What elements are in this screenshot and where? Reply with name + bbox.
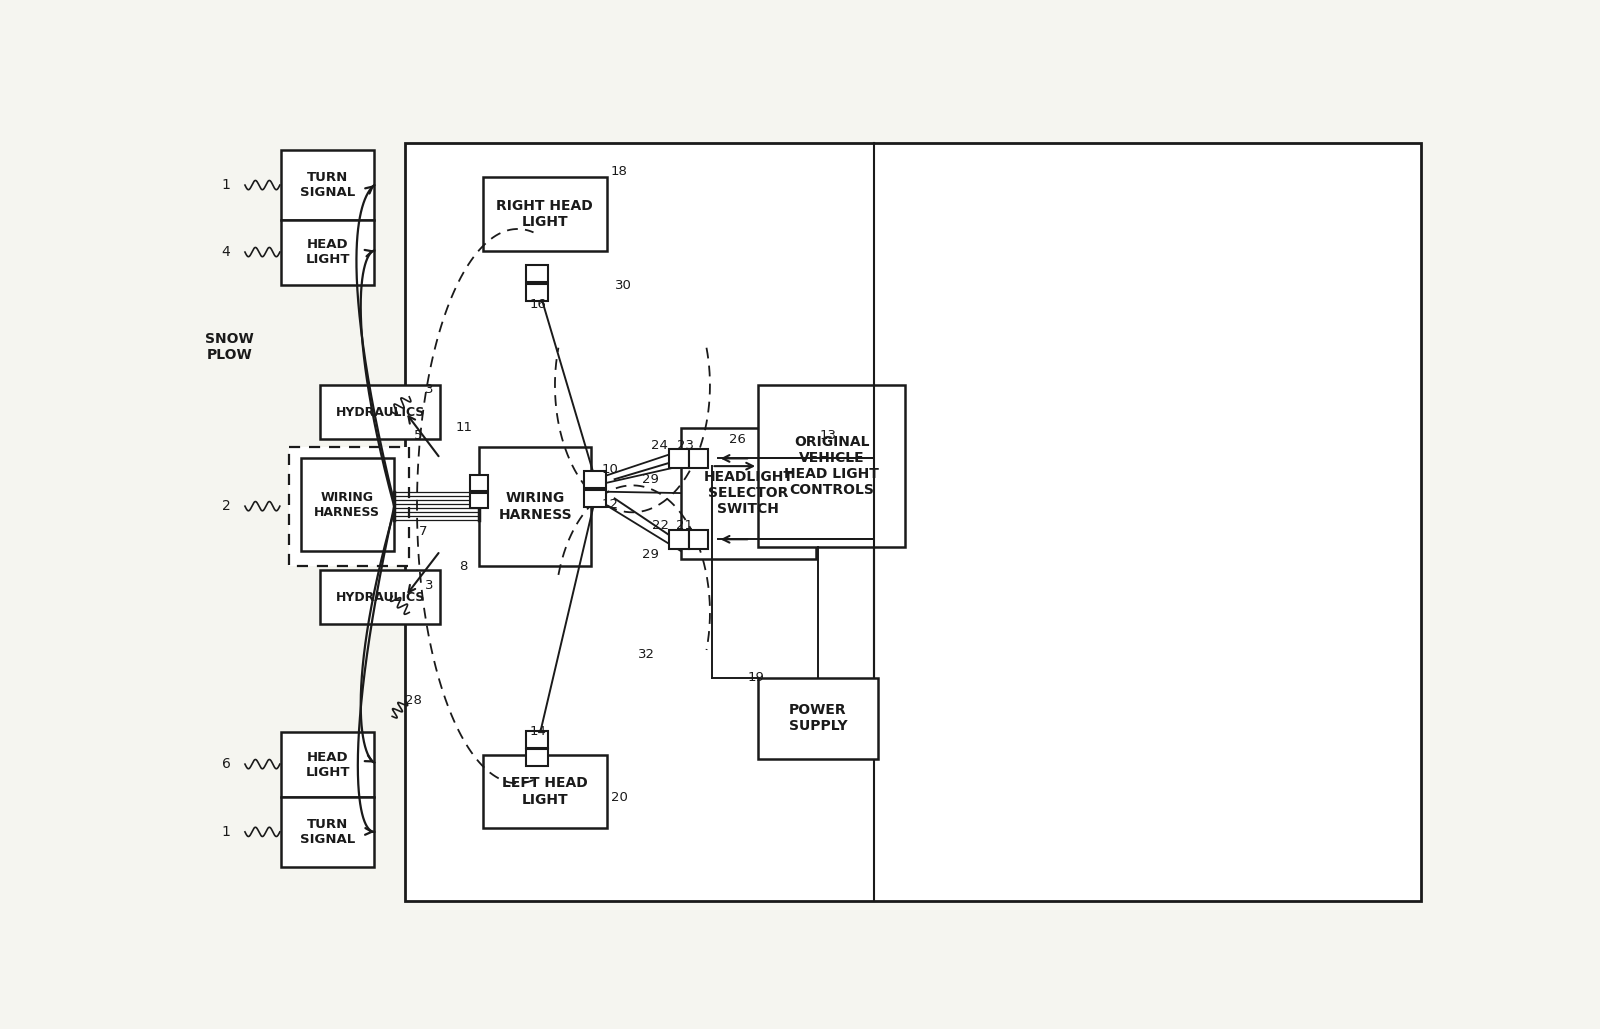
Bar (320, 385, 440, 439)
Bar (301, 459, 394, 551)
Text: 12: 12 (602, 498, 619, 511)
Text: 21: 21 (675, 519, 693, 532)
Text: 4: 4 (222, 245, 230, 259)
Bar (478, 447, 592, 566)
Text: 1: 1 (222, 825, 230, 839)
Text: ORIGINAL
VEHICLE
HEAD LIGHT
CONTROLS: ORIGINAL VEHICLE HEAD LIGHT CONTROLS (784, 435, 878, 497)
Text: 14: 14 (530, 725, 546, 738)
Text: 11: 11 (456, 421, 472, 434)
Bar (470, 493, 488, 508)
Bar (282, 732, 374, 797)
Text: WIRING
HARNESS: WIRING HARNESS (314, 491, 381, 519)
Text: LEFT HEAD
LIGHT: LEFT HEAD LIGHT (502, 776, 587, 807)
Bar (282, 150, 374, 220)
Bar (320, 570, 440, 624)
Bar (282, 797, 374, 866)
Bar (669, 530, 688, 548)
Text: 3: 3 (424, 579, 434, 592)
Text: HYDRAULICS: HYDRAULICS (336, 405, 426, 419)
Text: 28: 28 (405, 695, 422, 708)
Text: 32: 32 (638, 648, 654, 662)
Bar (483, 755, 606, 828)
Text: 8: 8 (459, 560, 467, 573)
Bar (688, 530, 709, 548)
Bar (758, 385, 906, 547)
Text: 20: 20 (611, 790, 627, 804)
Bar (290, 447, 410, 566)
Text: HEADLIGHT
SELECTOR
SWITCH: HEADLIGHT SELECTOR SWITCH (704, 470, 794, 517)
Bar (526, 284, 547, 301)
Text: RIGHT HEAD
LIGHT: RIGHT HEAD LIGHT (496, 199, 594, 229)
Bar (526, 265, 547, 282)
Bar (680, 428, 816, 559)
Text: HYDRAULICS: HYDRAULICS (336, 591, 426, 604)
Bar (526, 731, 547, 748)
Text: 23: 23 (677, 438, 694, 452)
Bar (470, 475, 488, 491)
Bar (405, 143, 1421, 901)
Text: 13: 13 (819, 429, 837, 441)
Text: 1: 1 (222, 178, 230, 192)
Text: 2: 2 (222, 499, 230, 513)
Text: 7: 7 (419, 525, 427, 538)
Bar (669, 449, 688, 468)
Text: 26: 26 (728, 432, 746, 446)
Text: 16: 16 (530, 298, 546, 311)
Text: HEAD
LIGHT: HEAD LIGHT (306, 750, 350, 779)
Bar (526, 749, 547, 766)
Text: 5: 5 (414, 429, 422, 441)
Bar (688, 449, 709, 468)
Text: 29: 29 (642, 548, 659, 561)
Text: HEAD
LIGHT: HEAD LIGHT (306, 239, 350, 267)
Text: WIRING
HARNESS: WIRING HARNESS (498, 492, 573, 522)
Text: TURN
SIGNAL: TURN SIGNAL (301, 818, 355, 846)
Text: 10: 10 (602, 463, 618, 476)
Text: 22: 22 (651, 519, 669, 532)
Text: 3: 3 (424, 383, 434, 395)
Text: 24: 24 (651, 438, 667, 452)
Text: 30: 30 (614, 279, 632, 291)
Text: 29: 29 (642, 472, 659, 486)
Text: 18: 18 (611, 165, 627, 178)
Text: 6: 6 (222, 757, 230, 771)
Bar (758, 678, 878, 758)
Text: 19: 19 (747, 671, 765, 684)
Bar (584, 470, 606, 488)
Text: TURN
SIGNAL: TURN SIGNAL (301, 171, 355, 199)
Bar (584, 490, 606, 507)
Bar (282, 220, 374, 285)
Text: POWER
SUPPLY: POWER SUPPLY (789, 703, 848, 734)
Text: SNOW
PLOW: SNOW PLOW (205, 331, 254, 362)
Bar (483, 177, 606, 250)
